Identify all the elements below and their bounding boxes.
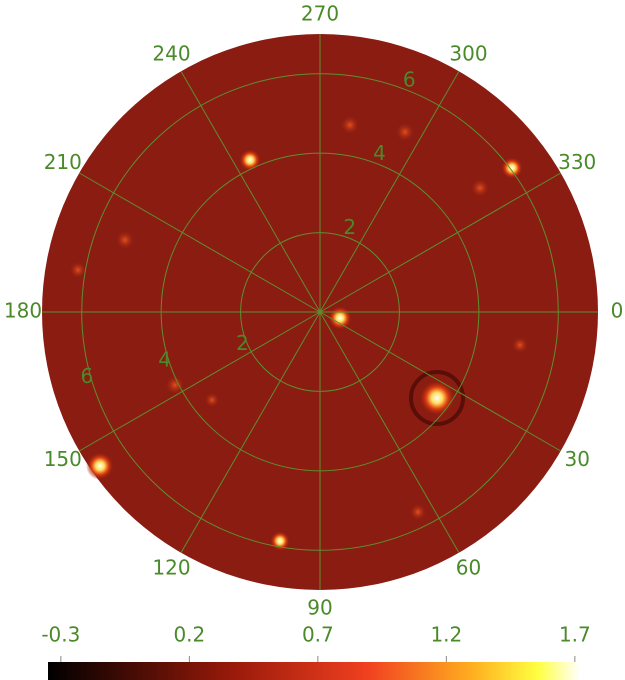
angle-tick-label: 210: [44, 150, 82, 174]
colorbar: [48, 662, 580, 680]
source: [511, 336, 529, 354]
angle-tick-label: 300: [449, 41, 487, 65]
source: [395, 122, 415, 142]
radial-tick-label: 6: [81, 364, 94, 388]
colorbar-tick-label: 1.7: [559, 623, 591, 647]
angle-tick-label: 120: [152, 556, 190, 580]
source: [501, 157, 523, 179]
polar-grid: [42, 34, 598, 590]
angle-tick-label: 0: [611, 299, 624, 323]
angle-grid-line: [78, 311, 321, 452]
source: [115, 230, 135, 250]
angle-grid-line: [319, 311, 460, 554]
colorbar-tick-label: 0.2: [173, 623, 205, 647]
angle-tick-label: 330: [558, 150, 596, 174]
source: [419, 380, 455, 416]
angle-grid-line: [180, 70, 321, 313]
colorbar-tick-label: -0.3: [41, 623, 80, 647]
angle-tick-label: 60: [456, 556, 481, 580]
angle-tick-label: 240: [152, 41, 190, 65]
source: [409, 503, 427, 521]
radial-tick-label: 2: [236, 331, 249, 355]
radial-tick-label: 6: [403, 68, 416, 92]
angle-tick-label: 90: [307, 596, 332, 620]
source: [239, 149, 261, 171]
angle-tick-label: 150: [44, 447, 82, 471]
radial-tick-label: 2: [343, 215, 356, 239]
angle-grid-line: [319, 172, 562, 313]
angle-grid-line: [319, 311, 562, 452]
angle-grid-line: [180, 311, 321, 554]
radial-tick-label: 4: [373, 141, 386, 165]
angle-grid-line: [319, 70, 460, 313]
angle-tick-label: 30: [564, 447, 589, 471]
radial-grid-circle: [240, 232, 400, 392]
angle-tick-label: 180: [4, 299, 42, 323]
source: [165, 375, 185, 395]
source: [69, 261, 87, 279]
source: [86, 452, 114, 480]
radial-tick-label: 4: [158, 348, 171, 372]
ring: [409, 370, 465, 426]
colorbar-tick-label: 1.2: [430, 623, 462, 647]
source: [204, 392, 220, 408]
colorbar-tick-label: 0.7: [302, 623, 334, 647]
radial-grid-circle: [81, 73, 559, 551]
source: [470, 178, 490, 198]
source: [340, 115, 360, 135]
angle-grid-line: [78, 172, 321, 313]
source: [328, 306, 352, 330]
angle-tick-label: 270: [301, 2, 339, 26]
radial-grid-circle: [160, 152, 480, 472]
